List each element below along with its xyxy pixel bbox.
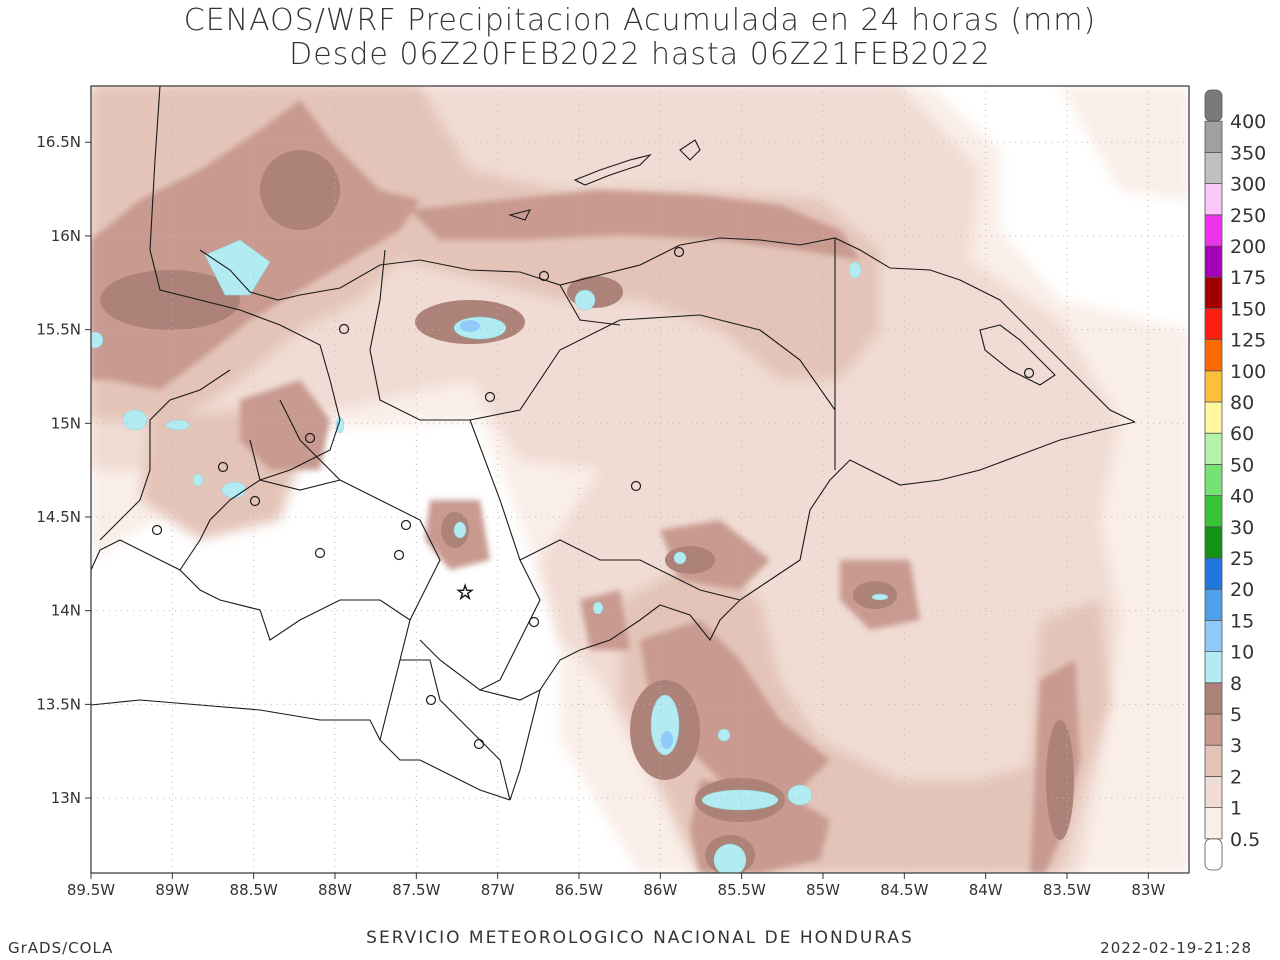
colorbar-label: 1 <box>1230 798 1242 820</box>
x-tick-label: 83.5W <box>1043 881 1091 899</box>
colorbar-swatch <box>1204 682 1223 715</box>
y-tick-label: 13.5N <box>36 695 81 713</box>
colorbar-label: 150 <box>1230 298 1266 320</box>
y-tick-label: 14.5N <box>36 508 81 526</box>
colorbar-swatch <box>1204 651 1223 684</box>
map-title-line2: Desde 06Z20FEB2022 hasta 06Z21FEB2022 <box>289 37 991 72</box>
colorbar-label: 30 <box>1230 517 1254 539</box>
city-markers <box>151 246 1035 750</box>
colorbar-swatch <box>1204 495 1223 528</box>
x-tick-label: 87W <box>481 881 515 899</box>
coastlines-and-borders <box>91 86 1136 801</box>
plot-frame <box>90 85 1190 874</box>
x-tick-label: 89W <box>155 881 189 899</box>
colorbar-swatch <box>1204 339 1223 372</box>
colorbar-swatch <box>1204 776 1223 809</box>
colorbar-swatch <box>1204 183 1223 216</box>
colorbar-swatch <box>1204 744 1223 777</box>
capital-star-icon: ☆ <box>456 580 474 604</box>
colorbar-swatch <box>1204 620 1223 653</box>
x-tick-label: 88.5W <box>230 881 278 899</box>
colorbar-label: 0.5 <box>1230 829 1260 851</box>
colorbar-swatch <box>1204 401 1223 434</box>
colorbar-swatch <box>1204 370 1223 403</box>
colorbar-swatch <box>1204 588 1223 621</box>
colorbar-label: 400 <box>1230 111 1266 133</box>
colorbar-label: 350 <box>1230 142 1266 164</box>
y-tick-label: 16N <box>51 227 81 245</box>
colorbar-label: 175 <box>1230 267 1266 289</box>
colorbar-label: 3 <box>1230 735 1242 757</box>
colorbar-swatch <box>1204 432 1223 465</box>
colorbar-swatch <box>1204 838 1223 871</box>
colorbar-label: 20 <box>1230 579 1254 601</box>
colorbar-label: 250 <box>1230 205 1266 227</box>
colorbar-swatch <box>1204 276 1223 309</box>
x-axis: 89.5W 89W 88.5W 88W 87.5W 87W 86.5W 86W 85.5W 85W… <box>67 873 1165 899</box>
x-tick-label: 85W <box>806 881 840 899</box>
y-axis: 16.5N 16N 15.5N 15N 14.5N 14N 13.5N 13N <box>36 133 91 807</box>
colorbar-label: 10 <box>1230 642 1254 664</box>
y-tick-label: 15N <box>51 414 81 432</box>
colorbar-label: 5 <box>1230 704 1242 726</box>
colorbar-label: 50 <box>1230 454 1254 476</box>
colorbar-swatch <box>1204 807 1223 840</box>
colorbar-swatch <box>1204 526 1223 559</box>
y-tick-label: 15.5N <box>36 321 81 339</box>
colorbar-label: 2 <box>1230 766 1242 788</box>
colorbar-swatch <box>1204 89 1223 122</box>
colorbar-swatch <box>1204 151 1223 184</box>
x-tick-label: 86.5W <box>555 881 603 899</box>
colorbar-swatch <box>1204 463 1223 496</box>
colorbar-label: 8 <box>1230 673 1242 695</box>
y-tick-label: 14N <box>51 602 81 620</box>
y-tick-label: 13N <box>51 789 81 807</box>
software-credit: GrADS/COLA <box>8 939 114 957</box>
colorbar-label: 40 <box>1230 486 1254 508</box>
x-tick-label: 86W <box>643 881 677 899</box>
colorbar-swatch <box>1204 307 1223 340</box>
colorbar-swatch <box>1204 713 1223 746</box>
colorbar-label: 125 <box>1230 330 1266 352</box>
y-tick-label: 16.5N <box>36 133 81 151</box>
colorbar-legend: 0.5 1 2 3 5 8 10 15 20 25 30 40 50 60 80 100 125 150 175 20… <box>1204 89 1266 871</box>
x-tick-label: 87.5W <box>392 881 440 899</box>
x-tick-label: 85.5W <box>718 881 766 899</box>
x-tick-label: 89.5W <box>67 881 115 899</box>
colorbar-swatch <box>1204 245 1223 278</box>
x-tick-label: 84.5W <box>880 881 928 899</box>
colorbar-swatch <box>1204 120 1223 153</box>
colorbar-label: 100 <box>1230 361 1266 383</box>
generation-timestamp: 2022-02-19-21:28 <box>1100 939 1252 957</box>
map-title-line1: CENAOS/WRF Precipitacion Acumulada en 24… <box>183 3 1097 38</box>
colorbar-label: 15 <box>1230 610 1254 632</box>
colorbar-label: 25 <box>1230 548 1254 570</box>
colorbar-label: 300 <box>1230 174 1266 196</box>
colorbar-swatch <box>1204 214 1223 247</box>
colorbar-label: 80 <box>1230 392 1254 414</box>
colorbar-swatch <box>1204 557 1223 590</box>
colorbar-label: 200 <box>1230 236 1266 258</box>
x-tick-label: 88W <box>318 881 352 899</box>
x-tick-label: 83W <box>1131 881 1165 899</box>
agency-name: SERVICIO METEOROLOGICO NACIONAL DE HONDU… <box>366 928 914 948</box>
x-tick-label: 84W <box>969 881 1003 899</box>
colorbar-label: 60 <box>1230 423 1254 445</box>
